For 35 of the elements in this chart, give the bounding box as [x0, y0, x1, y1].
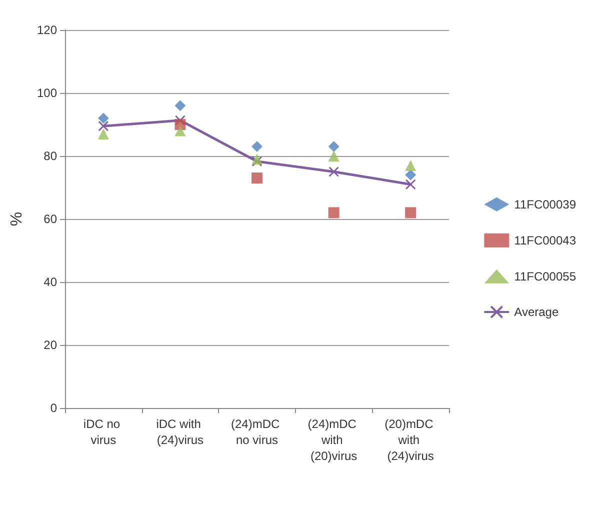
point: [98, 120, 109, 132]
y-tick-label: 20: [44, 338, 58, 352]
legend-label: Average: [514, 305, 559, 319]
x-tick-label: (24)mDC with (20)virus: [308, 417, 360, 463]
legend-label: 11FC00043: [514, 233, 576, 248]
x-tick-label: (20)mDC with (24)virus: [384, 417, 437, 463]
y-tick-label: 100: [36, 86, 58, 100]
y-tick-label: 80: [44, 149, 58, 163]
point: [328, 150, 340, 162]
point: [405, 160, 416, 171]
y-tick-label: 60: [44, 212, 58, 226]
y-tick-label: 120: [36, 23, 58, 37]
x-tick-label: iDC with (24)virus: [156, 417, 204, 447]
point: [98, 112, 109, 124]
point: [405, 179, 416, 190]
point: [252, 172, 262, 184]
point: [328, 166, 340, 177]
legend-label: 11FC00055: [514, 269, 576, 284]
point: [252, 156, 262, 167]
point: [252, 154, 262, 165]
point: [174, 100, 186, 112]
x-tick-label: iDC no virus: [83, 417, 124, 447]
point: [98, 128, 109, 140]
x-tick-label: (24)mDC no virus: [230, 417, 284, 447]
point: [405, 207, 416, 218]
point: [328, 207, 340, 218]
legend-label: 11FC00039: [514, 197, 576, 212]
y-axis-title: %: [8, 212, 26, 226]
point: [174, 119, 186, 130]
y-tick-label: 0: [50, 401, 58, 415]
point: [174, 125, 186, 136]
point: [328, 141, 340, 152]
point: [252, 141, 262, 152]
point: [405, 169, 416, 180]
y-tick-label: 40: [44, 275, 58, 289]
